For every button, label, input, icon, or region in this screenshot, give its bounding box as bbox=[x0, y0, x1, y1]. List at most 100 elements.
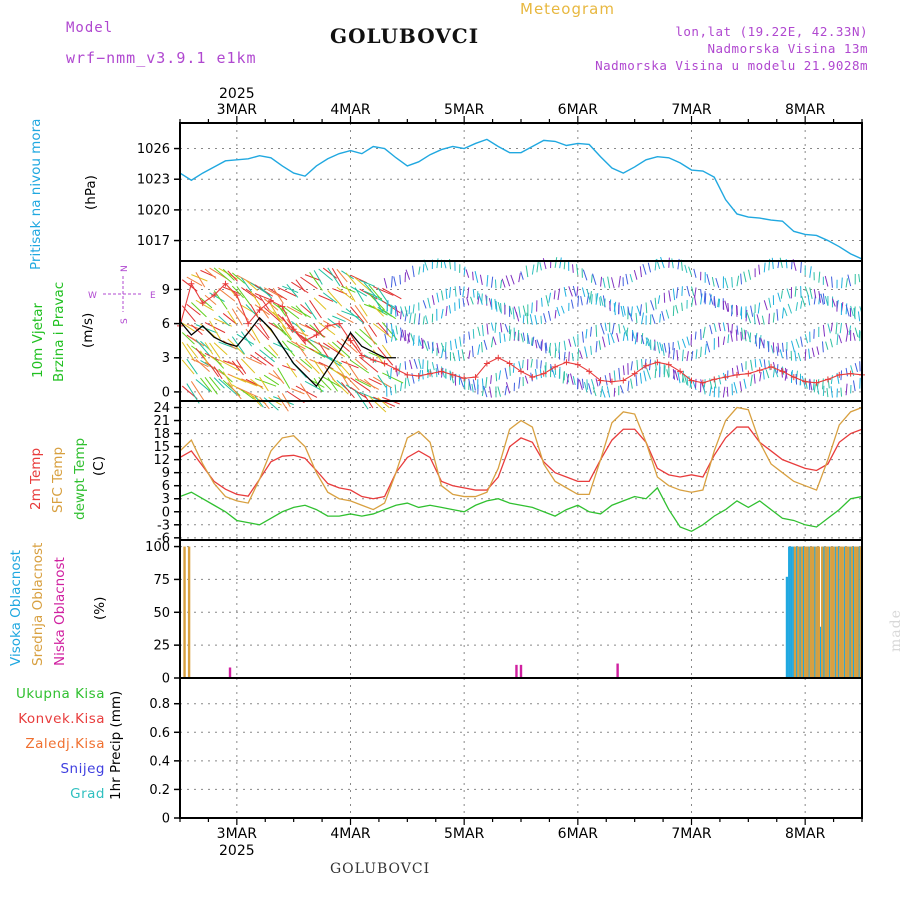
wind-barb bbox=[830, 375, 833, 384]
wind-barb bbox=[381, 344, 393, 359]
wind-barb bbox=[383, 278, 388, 289]
wind-barb bbox=[771, 257, 774, 269]
cloud-bar-mid bbox=[803, 546, 807, 678]
wind-barb bbox=[354, 378, 372, 388]
wind-barb bbox=[727, 334, 730, 344]
y-tick-label: 0 bbox=[162, 505, 170, 520]
wind-barb bbox=[477, 296, 480, 305]
wind-barb bbox=[581, 378, 584, 389]
wind-barb bbox=[272, 311, 287, 330]
wind-barb bbox=[763, 300, 768, 311]
wind-barb bbox=[763, 359, 766, 370]
wind-gust-marker bbox=[529, 374, 536, 381]
wind-barb bbox=[820, 293, 824, 305]
wind-barb bbox=[489, 386, 492, 398]
wind-barb bbox=[518, 306, 521, 318]
wind-barb bbox=[756, 314, 761, 325]
wind-barb bbox=[854, 363, 858, 372]
wind-barb bbox=[568, 338, 572, 347]
wind-barb bbox=[741, 327, 744, 340]
wind-barb bbox=[822, 378, 824, 390]
wind-barb bbox=[462, 286, 465, 298]
wind-barb bbox=[272, 322, 287, 336]
wind-barb bbox=[613, 387, 616, 397]
wind-barb bbox=[408, 305, 411, 315]
x-tick-label-bottom: 7MAR bbox=[671, 826, 712, 842]
wind-barb bbox=[331, 359, 345, 375]
wind-barb bbox=[368, 395, 387, 413]
wind-barb bbox=[781, 307, 785, 319]
wind-barb bbox=[822, 324, 826, 337]
wind-barb bbox=[300, 276, 318, 290]
wind-barb bbox=[613, 370, 616, 382]
wind-barb bbox=[409, 312, 412, 324]
wind-barb bbox=[704, 293, 707, 305]
model-altitude-label: Nadmorska Visina u modelu 21.9028m bbox=[595, 58, 868, 73]
wind-barb bbox=[607, 333, 611, 346]
wind-barb bbox=[757, 302, 761, 314]
wind-barb bbox=[744, 329, 747, 340]
wind-barb bbox=[350, 274, 368, 284]
wind-barb bbox=[517, 329, 520, 341]
wind-barb bbox=[776, 346, 779, 356]
wind-barb bbox=[468, 350, 471, 359]
wind-barb bbox=[490, 375, 492, 384]
wind-barb bbox=[204, 376, 218, 395]
wind-barb bbox=[650, 300, 655, 311]
wind-barb bbox=[512, 307, 515, 320]
wind-barb bbox=[479, 274, 483, 285]
wind-barb bbox=[781, 342, 784, 352]
wind-barb bbox=[277, 367, 291, 389]
wind-barb bbox=[436, 342, 440, 354]
wind-barb bbox=[724, 277, 729, 289]
wind-barb bbox=[804, 349, 807, 361]
wind-barb bbox=[500, 322, 503, 333]
wind-barb bbox=[515, 311, 520, 322]
wind-barb bbox=[784, 368, 788, 381]
wind-barb bbox=[295, 332, 307, 345]
wind-barb bbox=[204, 268, 217, 279]
wind-barb bbox=[583, 382, 588, 393]
wind-barb bbox=[418, 337, 422, 347]
wind-barb bbox=[263, 346, 277, 359]
wind-barb bbox=[839, 322, 843, 334]
wind-barb bbox=[368, 351, 385, 360]
y-tick-label: 1017 bbox=[137, 234, 170, 249]
wind-barb bbox=[295, 322, 307, 337]
wind-barb bbox=[286, 306, 303, 316]
wind-barb bbox=[595, 324, 598, 337]
wind-barb bbox=[777, 292, 781, 302]
wind-barb bbox=[835, 322, 838, 335]
wind-barb bbox=[768, 313, 770, 324]
wind-barb bbox=[831, 298, 836, 307]
wind-barb bbox=[504, 385, 508, 396]
wind-barb bbox=[845, 367, 848, 377]
wind-barb bbox=[536, 260, 539, 273]
wind-barb bbox=[636, 359, 639, 371]
cloud-bar-mid bbox=[797, 546, 800, 678]
wind-barb bbox=[854, 306, 856, 318]
wind-barb bbox=[477, 326, 481, 337]
temp-line-dewpt bbox=[179, 486, 863, 533]
wind-barb bbox=[336, 286, 354, 301]
x-year-label-top: 2025 bbox=[219, 86, 255, 102]
wind-barb bbox=[281, 316, 294, 333]
wind-barb bbox=[452, 352, 456, 362]
wind-barb bbox=[585, 329, 588, 339]
wind-barb bbox=[813, 288, 817, 299]
wind-barb bbox=[709, 294, 712, 305]
wind-gust-marker bbox=[711, 376, 718, 383]
wind-barb bbox=[272, 370, 285, 384]
wind-barb bbox=[254, 377, 277, 387]
wind-barb bbox=[718, 298, 721, 308]
wind-barb bbox=[368, 304, 388, 316]
wind-barb bbox=[471, 383, 474, 393]
wind-barb bbox=[500, 303, 502, 314]
wind-barb bbox=[683, 374, 688, 385]
wind-barb bbox=[457, 349, 461, 362]
wind-barb bbox=[481, 293, 483, 304]
wind-barb bbox=[539, 262, 542, 271]
cloud-bar-mid bbox=[826, 546, 830, 678]
wind-barb bbox=[181, 332, 195, 345]
wind-barb bbox=[195, 299, 214, 311]
